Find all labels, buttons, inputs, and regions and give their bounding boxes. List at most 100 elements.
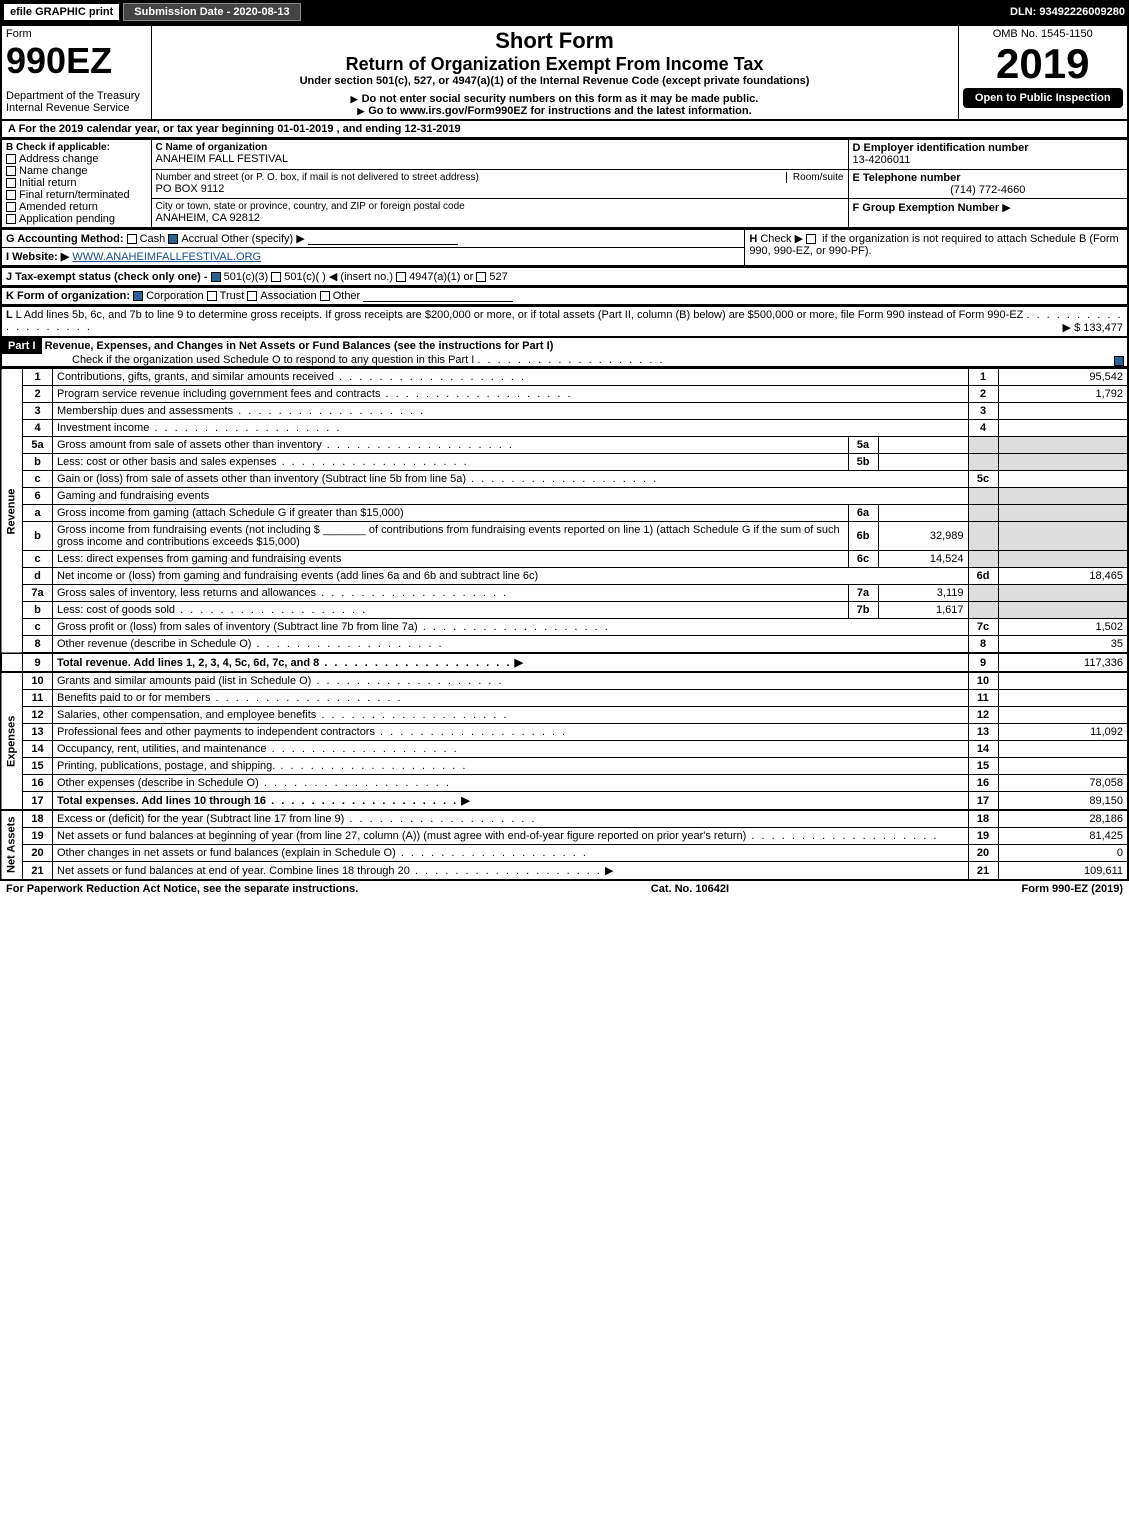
line16-num: 16 [23, 775, 53, 792]
section-c-addr-label: Number and street (or P. O. box, if mail… [156, 172, 479, 183]
checkbox-501c[interactable] [271, 272, 281, 282]
checkbox-cash[interactable] [127, 234, 137, 244]
line5c-amount [998, 471, 1128, 488]
checkbox-trust[interactable] [207, 291, 217, 301]
page-footer: For Paperwork Reduction Act Notice, see … [0, 881, 1129, 897]
line7c-num: c [23, 619, 53, 636]
open-to-public-badge: Open to Public Inspection [963, 88, 1124, 108]
goto-link[interactable]: Go to www.irs.gov/Form990EZ for instruct… [156, 105, 954, 117]
line18-desc: Excess or (deficit) for the year (Subtra… [57, 813, 344, 825]
line13-desc: Professional fees and other payments to … [57, 726, 375, 738]
omb-number: OMB No. 1545-1150 [963, 28, 1124, 40]
line10-col: 10 [968, 672, 998, 690]
line6b-desc: Gross income from fundraising events (no… [57, 524, 840, 548]
line19-desc: Net assets or fund balances at beginning… [57, 830, 746, 842]
phone-value: (714) 772-4660 [853, 184, 1124, 196]
title-under-section: Under section 501(c), 527, or 4947(a)(1)… [156, 75, 954, 87]
checkbox-final-return[interactable] [6, 190, 16, 200]
line6c-num: c [23, 551, 53, 568]
line2-num: 2 [23, 386, 53, 403]
checkbox-schedule-b[interactable] [806, 234, 816, 244]
checkbox-address-change[interactable] [6, 154, 16, 164]
form-header: Form 990EZ Department of the Treasury In… [0, 24, 1129, 121]
line1-desc: Contributions, gifts, grants, and simila… [57, 371, 334, 383]
line5c-num: c [23, 471, 53, 488]
line12-col: 12 [968, 707, 998, 724]
section-h-label: H [749, 233, 757, 245]
line15-amount [998, 758, 1128, 775]
tax-year: 2019 [963, 40, 1124, 88]
checkbox-accrual[interactable] [168, 234, 178, 244]
line7c-desc: Gross profit or (loss) from sales of inv… [57, 621, 418, 633]
line4-col: 4 [968, 420, 998, 437]
line4-desc: Investment income [57, 422, 149, 434]
g-other-input[interactable] [308, 244, 458, 245]
line13-col: 13 [968, 724, 998, 741]
section-e-label: E Telephone number [853, 172, 1124, 184]
checkbox-corporation[interactable] [133, 291, 143, 301]
opt-amended-return: Amended return [19, 201, 98, 213]
line9-desc: Total revenue. Add lines 1, 2, 3, 4, 5c,… [57, 657, 319, 669]
line5a-subamt [878, 437, 968, 454]
irs-label: Internal Revenue Service [6, 102, 147, 114]
checkbox-501c3[interactable] [211, 272, 221, 282]
title-short-form: Short Form [156, 28, 954, 54]
section-i-label: I Website: ▶ [6, 251, 69, 263]
line12-amount [998, 707, 1128, 724]
section-g-label: G Accounting Method: [6, 233, 124, 245]
checkbox-association[interactable] [247, 291, 257, 301]
k-corporation: Corporation [146, 290, 203, 302]
checkbox-name-change[interactable] [6, 166, 16, 176]
line5b-subamt [878, 454, 968, 471]
line6d-col: 6d [968, 568, 998, 585]
section-k-label: K Form of organization: [6, 290, 130, 302]
org-name: ANAHEIM FALL FESTIVAL [156, 153, 844, 165]
checkbox-other[interactable] [320, 291, 330, 301]
line15-col: 15 [968, 758, 998, 775]
line3-col: 3 [968, 403, 998, 420]
section-c-city-label: City or town, state or province, country… [156, 201, 844, 212]
j-4947: 4947(a)(1) or [409, 271, 473, 283]
line21-desc: Net assets or fund balances at end of ye… [57, 865, 410, 877]
k-other-input[interactable] [363, 301, 513, 302]
line4-num: 4 [23, 420, 53, 437]
line9-col: 9 [968, 653, 998, 672]
line7a-desc: Gross sales of inventory, less returns a… [57, 587, 316, 599]
section-f-label: F Group Exemption Number [853, 202, 1000, 214]
section-j: J Tax-exempt status (check only one) - 5… [0, 267, 1129, 287]
checkbox-527[interactable] [476, 272, 486, 282]
form-word: Form [6, 28, 147, 40]
k-trust: Trust [220, 290, 245, 302]
line21-num: 21 [23, 862, 53, 881]
line2-desc: Program service revenue including govern… [57, 388, 380, 400]
line16-col: 16 [968, 775, 998, 792]
checkbox-application-pending[interactable] [6, 214, 16, 224]
line17-col: 17 [968, 792, 998, 811]
line15-desc: Printing, publications, postage, and shi… [57, 760, 275, 772]
org-address: PO BOX 9112 [156, 183, 844, 195]
line5a-subnum: 5a [848, 437, 878, 454]
line6-desc: Gaming and fundraising events [57, 490, 209, 502]
line5b-desc: Less: cost or other basis and sales expe… [57, 456, 277, 468]
line5c-desc: Gain or (loss) from sale of assets other… [57, 473, 466, 485]
line18-col: 18 [968, 810, 998, 828]
part1-tag: Part I [2, 338, 42, 354]
lines-table: Revenue 1 Contributions, gifts, grants, … [0, 368, 1129, 881]
g-cash: Cash [140, 233, 166, 245]
website-link[interactable]: WWW.ANAHEIMFALLFESTIVAL.ORG [72, 251, 261, 263]
arrow-icon: ▶ [1002, 202, 1010, 214]
line6a-desc: Gross income from gaming (attach Schedul… [57, 507, 404, 519]
checkbox-initial-return[interactable] [6, 178, 16, 188]
checkbox-schedule-o-part1[interactable] [1114, 356, 1124, 366]
section-l-text: L Add lines 5b, 6c, and 7b to line 9 to … [16, 309, 1024, 321]
section-k: K Form of organization: Corporation Trus… [0, 287, 1129, 306]
netassets-side-label: Net Assets [1, 810, 23, 880]
line18-amount: 28,186 [998, 810, 1128, 828]
k-other: Other [333, 290, 361, 302]
checkbox-4947[interactable] [396, 272, 406, 282]
sections-b-to-f: B Check if applicable: Address change Na… [0, 139, 1129, 229]
line11-num: 11 [23, 690, 53, 707]
line6b-subamt: 32,989 [878, 522, 968, 551]
checkbox-amended-return[interactable] [6, 202, 16, 212]
efile-print-button[interactable]: efile GRAPHIC print [4, 4, 119, 20]
